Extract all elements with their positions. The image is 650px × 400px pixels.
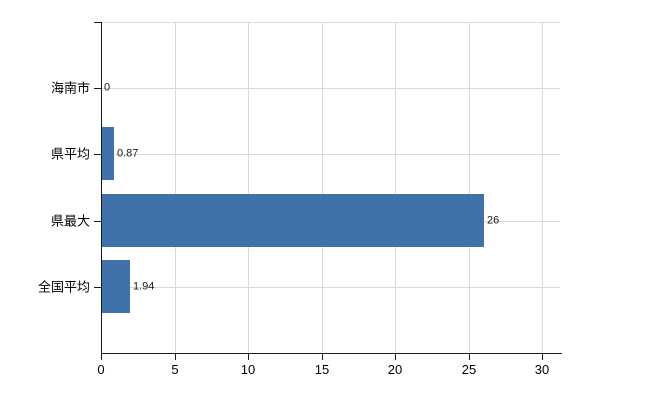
x-axis-tick bbox=[175, 354, 176, 360]
x-tick-label: 30 bbox=[534, 362, 550, 377]
x-axis bbox=[101, 353, 562, 354]
gridline-horizontal bbox=[101, 154, 560, 155]
value-label: 0.87 bbox=[117, 147, 139, 160]
plot-area: 0 0.87 26 1.94 bbox=[101, 22, 560, 353]
category-label: 全国平均 bbox=[37, 279, 90, 295]
x-tick-label: 0 bbox=[97, 362, 105, 377]
gridline-vertical bbox=[542, 22, 543, 353]
y-axis-tick bbox=[94, 287, 101, 288]
x-tick-label: 15 bbox=[314, 362, 330, 377]
y-axis-tick bbox=[94, 154, 101, 155]
x-tick-label: 20 bbox=[387, 362, 403, 377]
x-axis-tick bbox=[542, 354, 543, 360]
value-label: 0 bbox=[104, 81, 111, 94]
x-axis-tick bbox=[101, 354, 102, 360]
value-label: 26 bbox=[487, 214, 500, 227]
x-tick-label: 25 bbox=[461, 362, 477, 377]
x-tick-label: 5 bbox=[171, 362, 179, 377]
x-axis-tick bbox=[469, 354, 470, 360]
value-label: 1.94 bbox=[133, 280, 155, 293]
gridline-vertical bbox=[322, 22, 323, 353]
y-axis-tick bbox=[94, 221, 101, 222]
bar bbox=[101, 127, 114, 180]
gridline-vertical bbox=[469, 22, 470, 353]
category-label: 県平均 bbox=[50, 146, 90, 162]
x-axis-tick bbox=[248, 354, 249, 360]
x-axis-tick bbox=[322, 354, 323, 360]
x-tick-label: 10 bbox=[240, 362, 256, 377]
gridline-vertical bbox=[175, 22, 176, 353]
gridline-top bbox=[101, 22, 560, 23]
gridline-vertical bbox=[395, 22, 396, 353]
bar bbox=[101, 260, 130, 313]
x-axis-tick bbox=[395, 354, 396, 360]
y-axis bbox=[101, 22, 102, 353]
gridline-horizontal bbox=[101, 88, 560, 89]
y-axis-tick bbox=[94, 88, 101, 89]
gridline-vertical bbox=[248, 22, 249, 353]
bar bbox=[101, 194, 484, 247]
category-label: 県最大 bbox=[50, 213, 90, 229]
gridline-horizontal bbox=[101, 287, 560, 288]
category-label: 海南市 bbox=[50, 80, 90, 96]
y-axis-end-tick bbox=[94, 22, 101, 23]
